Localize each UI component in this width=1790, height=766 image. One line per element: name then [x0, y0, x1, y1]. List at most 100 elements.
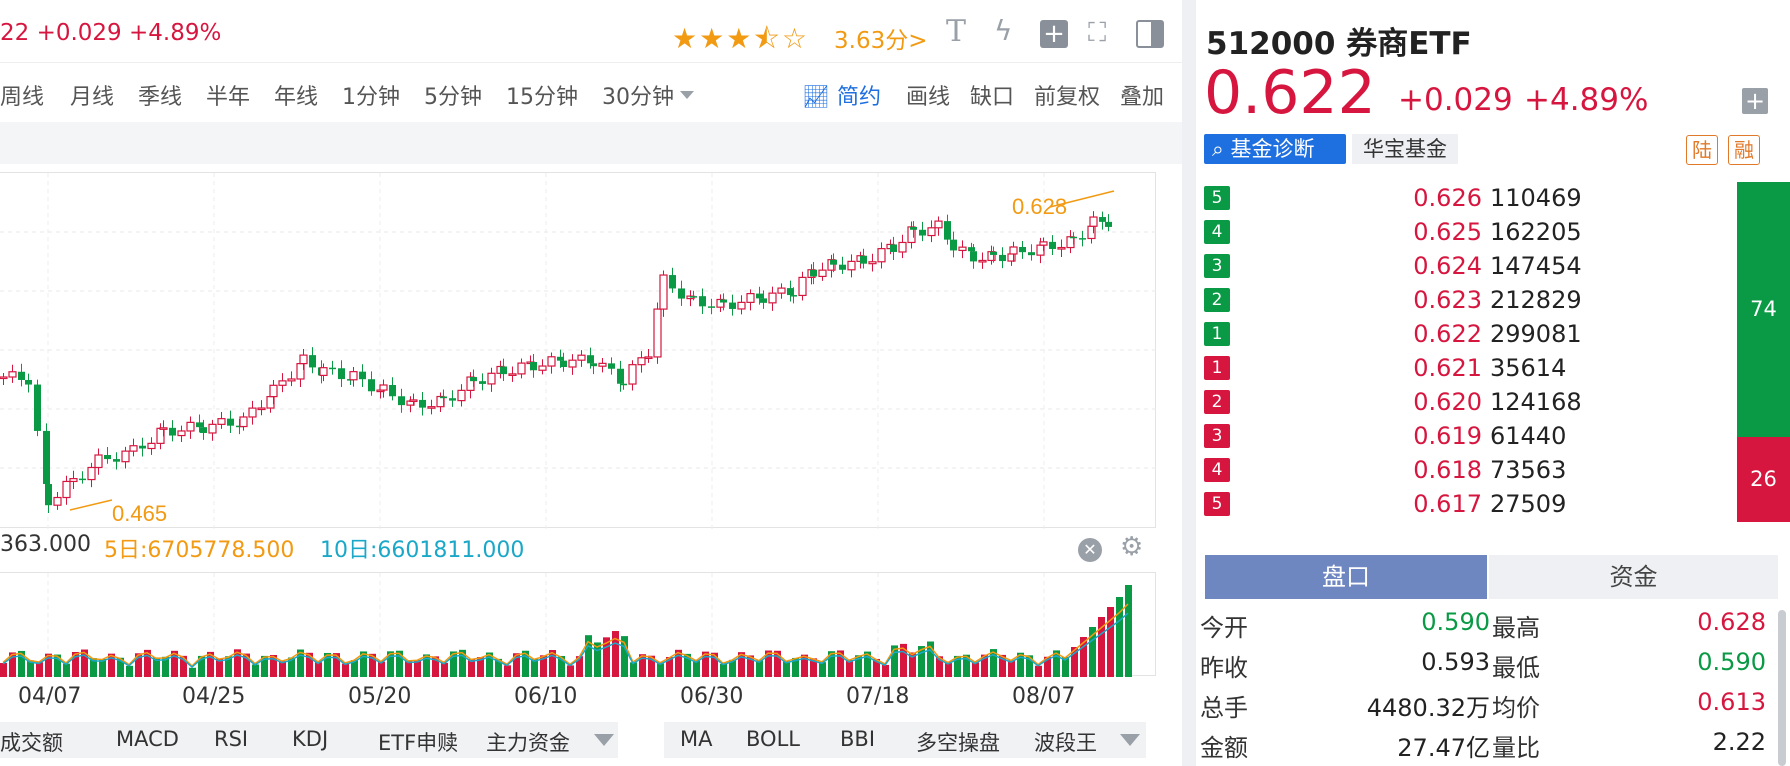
ask-row[interactable]: 3 0.624 147454 — [1204, 250, 1764, 284]
panel-divider[interactable] — [1182, 0, 1196, 766]
volume-bar — [0, 663, 7, 677]
period-halfyear[interactable]: 半年 — [206, 85, 251, 110]
add-icon[interactable]: + — [1040, 20, 1068, 48]
candle-body — [1036, 244, 1045, 256]
add-watchlist-icon[interactable]: + — [1742, 88, 1768, 114]
period-year[interactable]: 年线 — [274, 85, 319, 110]
volume-bar — [297, 649, 304, 677]
volume-bar — [909, 652, 916, 677]
candle-body — [34, 384, 41, 431]
stock-connect-tag[interactable]: 陆 — [1686, 135, 1718, 165]
fund-company-link[interactable]: 华宝基金 — [1352, 134, 1458, 164]
volume-bar — [963, 654, 970, 677]
simple-mode-button[interactable]: 📈︎ 简约 — [802, 79, 881, 111]
text-icon[interactable]: T — [946, 14, 967, 49]
indicator-turnover[interactable]: 成交额 — [0, 731, 63, 755]
ask-row[interactable]: 2 0.623 212829 — [1204, 284, 1764, 318]
candle-body — [620, 383, 627, 386]
period-5min[interactable]: 5分钟 — [424, 85, 482, 110]
rating-score-link[interactable]: 3.63分> — [834, 28, 928, 54]
ask-row[interactable]: 4 0.625 162205 — [1204, 216, 1764, 250]
fullscreen-icon[interactable]: ⛶ — [1088, 18, 1107, 48]
candle-body — [208, 423, 217, 434]
volume-bar — [1089, 627, 1096, 677]
draw-line-button[interactable]: 画线 — [906, 85, 951, 110]
bid-row[interactable]: 4 0.618 73563 — [1204, 454, 1764, 488]
candlestick-chart[interactable]: 0.628 0.465 — [0, 172, 1156, 529]
quote-panel: 512000 券商ETF 0.622 +0.029 +4.89% + ⌕ 基金诊… — [1196, 0, 1790, 766]
indicator-etf-creation[interactable]: ETF申赎 — [378, 731, 459, 755]
candle-body — [898, 241, 907, 253]
candle-body — [169, 427, 176, 436]
period-week[interactable]: 周线 — [0, 85, 45, 110]
volume-bar — [495, 658, 502, 677]
chevron-down-icon[interactable] — [1120, 734, 1140, 746]
period-toolbar: 周线 月线 季线 半年 年线 1分钟 5分钟 15分钟 30分钟 📈︎ 简约 画… — [0, 62, 1182, 122]
volume-bar — [207, 651, 214, 677]
volume-bar — [180, 655, 187, 677]
candle-body — [530, 362, 537, 371]
indicator-main-fund[interactable]: 主力资金 — [486, 731, 570, 755]
period-quarter[interactable]: 季线 — [138, 85, 183, 110]
fund-diagnosis-button[interactable]: ⌕ 基金诊断 — [1204, 134, 1346, 164]
candle-body — [159, 427, 168, 430]
volume-bar — [90, 658, 97, 677]
panel-icon[interactable] — [1136, 20, 1164, 48]
period-15min[interactable]: 15分钟 — [506, 85, 578, 110]
close-icon[interactable]: ✕ — [1078, 538, 1102, 562]
volume-bar — [261, 655, 268, 677]
candle-body — [257, 407, 266, 411]
candle-body — [200, 427, 207, 433]
gap-button[interactable]: 缺口 — [970, 85, 1015, 110]
volume-bar — [1008, 660, 1015, 677]
indicator-rsi[interactable]: RSI — [214, 727, 249, 751]
indicator-kdj[interactable]: KDJ — [292, 727, 329, 751]
volume-bar — [351, 660, 358, 677]
bid-row[interactable]: 1 0.621 35614 — [1204, 352, 1764, 386]
gear-icon[interactable]: ⚙ — [1120, 532, 1144, 562]
candle-body — [746, 293, 755, 303]
candle-body — [987, 251, 996, 262]
volume-chart[interactable] — [0, 572, 1156, 677]
volume-bar — [855, 655, 862, 677]
volume-bar — [1125, 585, 1132, 677]
indicator-wave[interactable]: 波段王 — [1034, 731, 1097, 755]
candle-body — [1039, 241, 1048, 246]
indicator-ma[interactable]: MA — [680, 727, 713, 751]
tab-fund-flow[interactable]: 资金 — [1489, 555, 1778, 599]
period-30min[interactable]: 30分钟 — [602, 85, 674, 110]
candle-body — [349, 371, 358, 381]
ask-row[interactable]: 5 0.626 110469 — [1204, 182, 1764, 216]
lightning-icon[interactable]: ϟ — [994, 14, 1013, 47]
volume-bar — [63, 663, 70, 677]
ask-row[interactable]: 1 0.622 299081 — [1204, 318, 1764, 352]
indicator-macd[interactable]: MACD — [116, 727, 179, 751]
bid-row[interactable]: 5 0.617 27509 — [1204, 488, 1764, 522]
volume-bar — [1026, 655, 1033, 677]
indicator-boll[interactable]: BOLL — [746, 727, 800, 751]
forward-adjust-button[interactable]: 前复权 — [1034, 85, 1101, 110]
candle-body — [598, 362, 607, 367]
candle-body — [329, 367, 336, 370]
chevron-down-icon[interactable] — [680, 91, 694, 99]
volume-bar — [27, 660, 34, 677]
candle-body — [87, 466, 96, 481]
tab-orderbook[interactable]: 盘口 — [1205, 555, 1487, 599]
margin-tag[interactable]: 融 — [1728, 135, 1760, 165]
bid-row[interactable]: 2 0.620 124168 — [1204, 386, 1764, 420]
candle-body — [818, 269, 827, 278]
chevron-down-icon[interactable] — [594, 734, 614, 746]
candle-body — [266, 396, 275, 409]
rating-stars: ★★★⯪☆ — [672, 18, 809, 66]
order-volume: 299081 — [1490, 320, 1582, 348]
period-month[interactable]: 月线 — [70, 85, 115, 110]
candle-body — [156, 427, 165, 444]
period-1min[interactable]: 1分钟 — [342, 85, 400, 110]
volume-bar — [396, 650, 403, 677]
scrollbar[interactable] — [1778, 610, 1786, 766]
indicator-bull-bear[interactable]: 多空操盘 — [916, 731, 1000, 755]
bid-row[interactable]: 3 0.619 61440 — [1204, 420, 1764, 454]
level-badge: 3 — [1204, 424, 1230, 448]
overlay-button[interactable]: 叠加 — [1120, 85, 1165, 110]
indicator-bbi[interactable]: BBI — [840, 727, 876, 751]
